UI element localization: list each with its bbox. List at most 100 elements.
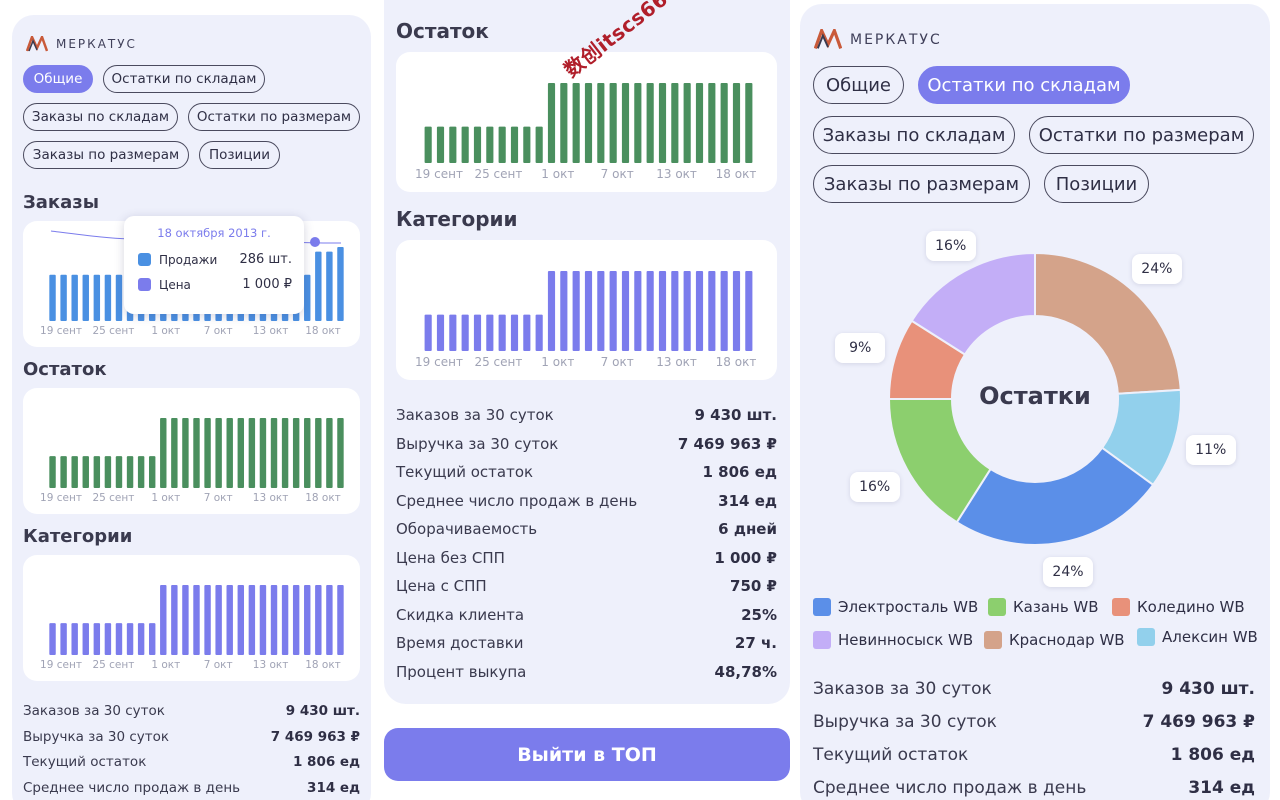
stat-row: Время доставки 27 ч.	[396, 634, 777, 652]
bar	[337, 247, 344, 321]
tab-orders-by-warehouse[interactable]: Заказы по складам	[23, 103, 178, 131]
legend-swatch	[1112, 598, 1130, 616]
donut-percent-label: 24%	[1042, 556, 1093, 587]
bar	[732, 271, 741, 351]
tab-stock-by-size[interactable]: Остатки по размерам	[1029, 116, 1254, 154]
x-tick-label: 13 окт	[656, 355, 697, 369]
go-to-top-button[interactable]: Выйти в ТОП	[384, 728, 790, 781]
stat-row: Скидка клиента 25%	[396, 606, 777, 624]
tooltip-sales-value: 286 шт.	[239, 252, 292, 267]
bar	[304, 418, 311, 488]
bar	[695, 271, 704, 351]
donut-hole	[952, 316, 1118, 482]
bar	[523, 126, 531, 163]
stat-row: Оборачиваемость 6 дней	[396, 520, 777, 538]
stat-label: Оборачиваемость	[396, 520, 538, 538]
bar	[292, 418, 300, 488]
bar	[115, 456, 123, 488]
bar	[732, 83, 741, 163]
x-tick-label: 19 сент	[415, 355, 463, 369]
bar	[745, 271, 753, 351]
stat-label: Заказов за 30 суток	[813, 679, 992, 699]
bar	[547, 271, 556, 351]
bar	[49, 623, 56, 655]
bar	[304, 585, 311, 655]
bar	[609, 83, 617, 163]
tab-orders-by-size[interactable]: Заказы по размерам	[23, 141, 189, 169]
bar	[745, 83, 753, 163]
tab-general[interactable]: Общие	[23, 65, 93, 93]
x-tick-label: 7 окт	[204, 325, 233, 337]
legend-label: Алексин WB	[1162, 628, 1258, 646]
bar	[60, 623, 67, 655]
stat-value: 7 469 963 ₽	[677, 434, 777, 453]
bar	[304, 274, 311, 321]
tab-positions[interactable]: Позиции	[1044, 165, 1149, 203]
bar	[226, 585, 233, 655]
bar	[473, 126, 482, 163]
tab-orders-by-warehouse[interactable]: Заказы по складам	[813, 116, 1015, 154]
bar	[281, 418, 289, 488]
bar	[510, 126, 519, 163]
donut-percent-label: 11%	[1185, 435, 1236, 466]
x-tick-label: 18 окт	[305, 492, 341, 504]
tab-positions[interactable]: Позиции	[199, 141, 280, 169]
bar	[104, 456, 112, 488]
stat-value: 25%	[741, 605, 777, 624]
tab-general[interactable]: Общие	[813, 66, 904, 104]
legend-swatch	[813, 631, 831, 649]
brand-name-right: МЕРКАТУС	[850, 31, 942, 48]
bar	[671, 271, 679, 351]
mid-stock-chart-card: 19 сент 25 сент 1 окт 7 окт 13 окт 18 окт	[396, 52, 777, 192]
categories-chart: 19 сент 25 сент 1 окт 7 окт 13 окт 18 окт	[40, 585, 344, 671]
stock-donut-chart	[887, 251, 1182, 546]
x-tick-label: 13 окт	[656, 167, 697, 181]
stat-row: Среднее число продаж в день 314 ед	[813, 778, 1255, 798]
bar	[424, 126, 432, 163]
bar	[424, 314, 432, 351]
tab-orders-by-size[interactable]: Заказы по размерам	[813, 165, 1030, 203]
orders-title: Заказы	[23, 192, 100, 213]
stat-value: 9 430 шт.	[1161, 679, 1255, 699]
legend-label: Невинносыск WB	[838, 631, 974, 649]
bar	[171, 585, 178, 655]
price-line-marker[interactable]	[310, 237, 320, 247]
bar	[646, 271, 654, 351]
bar	[193, 418, 200, 488]
bar	[708, 83, 716, 163]
tab-stock-by-size[interactable]: Остатки по размерам	[188, 103, 360, 131]
stat-row: Цена с СПП 750 ₽	[396, 577, 777, 595]
bar	[148, 456, 156, 488]
bar	[104, 623, 112, 655]
tab-stock-by-warehouse[interactable]: Остатки по складам	[103, 65, 265, 93]
stat-row: Текущий остаток 1 806 ед	[23, 754, 360, 770]
bar	[584, 271, 593, 351]
stat-label: Время доставки	[396, 634, 524, 652]
stock-title: Остаток	[23, 359, 107, 380]
x-tick-label: 13 окт	[253, 659, 289, 671]
bar	[60, 456, 67, 488]
bar	[486, 126, 494, 163]
stat-value: 7 469 963 ₽	[270, 728, 360, 745]
bar	[720, 83, 728, 163]
stat-value: 6 дней	[718, 520, 777, 538]
stat-label: Процент выкупа	[396, 662, 527, 681]
tooltip-sales-swatch	[138, 253, 151, 266]
bar	[82, 623, 89, 655]
bar	[171, 418, 178, 488]
legend-item: Электросталь WB	[813, 598, 978, 616]
mid-categories-chart-card: 19 сент 25 сент 1 окт 7 окт 13 окт 18 окт	[396, 240, 777, 380]
tooltip-sales-label: Продажи	[159, 252, 218, 267]
bar	[237, 585, 245, 655]
x-tick-label: 1 окт	[541, 355, 574, 369]
bar	[93, 623, 101, 655]
bar	[523, 314, 531, 351]
bar	[93, 456, 101, 488]
stat-value: 9 430 шт.	[285, 703, 360, 719]
stat-value: 48,78%	[714, 662, 777, 681]
x-tick-label: 18 окт	[305, 659, 341, 671]
bar	[535, 126, 543, 163]
bar	[326, 251, 333, 321]
stat-label: Заказов за 30 суток	[396, 406, 554, 424]
tab-stock-by-warehouse[interactable]: Остатки по складам	[918, 66, 1130, 104]
